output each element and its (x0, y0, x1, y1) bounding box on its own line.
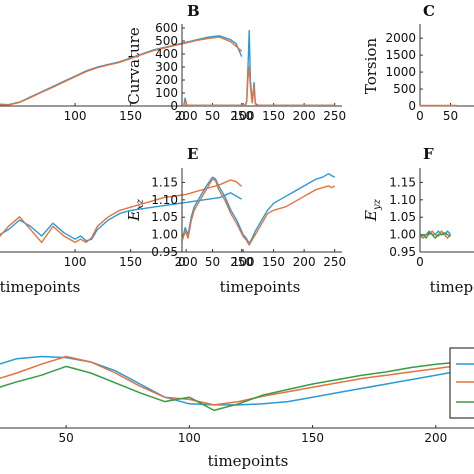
xlabel-e: timepoints (220, 278, 301, 296)
y-tick-label: 0.95 (151, 245, 178, 259)
x-tick-label: 200 (175, 109, 198, 123)
ylabel-curvature: Curvature (125, 27, 143, 105)
x-tick-label: 250 (230, 109, 253, 123)
x-tick-label: 100 (64, 109, 87, 123)
y-tick-label: 1.10 (151, 193, 178, 207)
series-line-green (0, 360, 474, 412)
y-tick-label: 1.00 (151, 228, 178, 242)
x-tick-label: 200 (293, 109, 316, 123)
series-line-orange (0, 179, 243, 244)
y-tick-label: 500 (155, 34, 178, 48)
x-tick-label: 100 (178, 431, 201, 445)
series-group (0, 35, 243, 106)
panel-letter-b: B (187, 2, 200, 20)
series-group (420, 230, 452, 239)
series-group (0, 355, 474, 412)
x-tick-label: 50 (205, 109, 220, 123)
y-tick-label: 100 (155, 86, 178, 100)
y-tick-label: 200 (155, 73, 178, 87)
x-tick-label: 250 (323, 255, 346, 269)
y-tick-label: 1000 (385, 65, 416, 79)
x-tick-label: 250 (230, 255, 253, 269)
panel-a: 100 150 200 250 (0, 35, 255, 123)
panel-g: 50 100 150 200 (0, 355, 474, 445)
ylabel-eyz: Eyz (362, 198, 383, 222)
x-tick-label: 50 (443, 109, 458, 123)
xlabel-g: timepoints (208, 452, 289, 470)
panel-letter-c: C (423, 2, 435, 20)
panel-e: 0 50 100 150 200 250 0.95 1.00 1.05 1.10 1.15 (151, 168, 346, 269)
y-tick-label: 300 (155, 60, 178, 74)
panel-f: 00.95 1.00 1.05 1.10 1.15 (389, 168, 474, 269)
x-tick-label: 150 (301, 431, 324, 445)
y-tick-label: 600 (155, 21, 178, 35)
series-line-orange (182, 178, 336, 246)
y-tick-label: 1.15 (151, 175, 178, 189)
y-tick-label: 0 (408, 99, 416, 113)
y-tick-label: 2000 (385, 31, 416, 45)
y-tick-label: 0.95 (389, 245, 416, 259)
x-tick-label: 250 (323, 109, 346, 123)
series-line-blue (182, 172, 336, 245)
y-tick-label: 1.05 (389, 210, 416, 224)
series-line-blue (0, 355, 474, 406)
y-tick-label: 1.10 (389, 193, 416, 207)
y-tick-label: 400 (155, 47, 178, 61)
x-tick-label: 0 (416, 109, 424, 123)
legend-box (449, 347, 474, 419)
series-line-orange (182, 66, 335, 107)
x-tick-label: 100 (64, 255, 87, 269)
series-line-green (420, 232, 451, 239)
x-tick-label: 150 (119, 109, 142, 123)
x-tick-label: 50 (205, 255, 220, 269)
xlabel-f: timepoints (430, 278, 474, 296)
x-tick-label: 100 (232, 255, 255, 269)
x-tick-label: 50 (58, 431, 73, 445)
x-tick-label: 200 (424, 431, 447, 445)
x-tick-label: 0 (416, 255, 424, 269)
x-tick-label: 150 (262, 109, 285, 123)
xlabel-d: timepoints (0, 278, 80, 296)
series-group (182, 29, 335, 107)
series-line-orange (0, 36, 243, 106)
x-tick-label: 150 (262, 255, 285, 269)
x-tick-label: 0 (178, 255, 186, 269)
x-tick-label: 200 (293, 255, 316, 269)
y-tick-label: 1.00 (389, 228, 416, 242)
x-tick-label: 150 (119, 255, 142, 269)
x-tick-label: 100 (232, 109, 255, 123)
panel-letter-f: F (423, 145, 434, 163)
y-tick-label: 1.05 (151, 210, 178, 224)
series-group (0, 179, 243, 244)
x-tick-label: 0 (178, 109, 186, 123)
series-line-orange (0, 355, 474, 406)
y-tick-label: 1.15 (389, 175, 416, 189)
series-line-orange (420, 230, 452, 239)
y-tick-label: 0 (170, 99, 178, 113)
y-tick-label: 1500 (385, 48, 416, 62)
series-line-blue (182, 29, 335, 107)
series-group (182, 172, 336, 246)
panel-letter-e: E (187, 145, 198, 163)
series-line-blue (0, 192, 243, 242)
ylabel-torsion: Torsion (362, 38, 380, 95)
y-tick-label: 500 (393, 82, 416, 96)
legend (449, 347, 474, 419)
x-tick-label: 200 (175, 255, 198, 269)
